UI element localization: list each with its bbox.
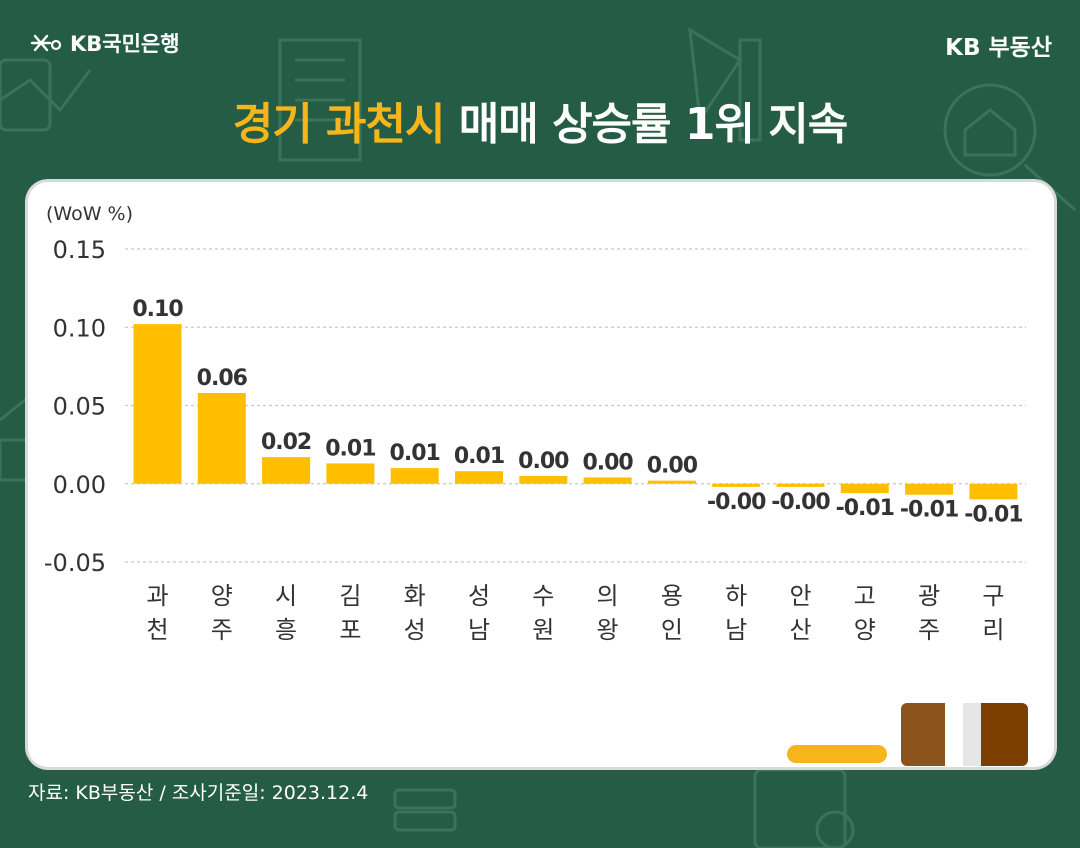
category-label: 천: [146, 616, 168, 644]
kb-realestate-logo: KB 부동산: [945, 35, 1052, 61]
bar-chart: (WoW %)0.150.100.050.00-0.050.10과천0.06양주…: [44, 203, 1026, 644]
category-label: 안: [789, 582, 811, 610]
category-label: 인: [661, 616, 683, 644]
data-label: 0.00: [647, 454, 698, 479]
chart-card: (WoW %) 0.15 0.10 0.05 0.00 -0.05 0.10 과 천 0.06 양 주…: [28, 182, 1054, 767]
bar: [583, 477, 632, 484]
y-tick-label: -0.05: [44, 549, 106, 577]
kb-star-icon: [30, 34, 62, 52]
category-label: 광: [918, 582, 940, 610]
bar: [455, 471, 503, 484]
category-label: 산: [789, 616, 811, 644]
bar: [197, 392, 246, 484]
bar: [776, 483, 825, 487]
y-tick-label: 0.05: [53, 393, 106, 421]
bar: [969, 483, 1018, 500]
category-label: 양: [854, 616, 876, 644]
kb-bank-logo: KB국민은행: [28, 28, 180, 58]
decorative-book: [901, 703, 945, 766]
category-label: 김: [339, 582, 361, 610]
bank-logo-text: KB국민은행: [70, 32, 180, 56]
category-label: 성: [404, 616, 426, 644]
title-highlight: 경기 과천시: [232, 99, 446, 150]
bar: [262, 457, 311, 484]
category-label: 주: [918, 616, 940, 644]
y-tick-label: 0.15: [53, 236, 106, 264]
category-label: 남: [468, 616, 490, 644]
decorative-book-pages: [963, 703, 981, 766]
bar: [133, 324, 182, 484]
y-tick-label: 0.00: [53, 471, 106, 499]
title-rest: 매매 상승률 1위 지속: [444, 99, 848, 150]
category-label: 의: [597, 582, 619, 610]
category-label: 수: [532, 582, 554, 610]
data-label: -0.01: [900, 498, 958, 523]
bar: [519, 475, 568, 484]
data-label: 0.00: [518, 449, 569, 474]
category-label: 양: [211, 582, 233, 610]
category-label: 하: [725, 582, 747, 610]
category-label: 왕: [597, 616, 619, 644]
bar: [390, 468, 439, 484]
data-label: -0.00: [707, 490, 766, 515]
category-label: 화: [404, 582, 426, 610]
bar: [712, 483, 761, 487]
data-label: 0.02: [261, 430, 311, 455]
data-label: -0.01: [836, 496, 894, 521]
category-label: 주: [211, 616, 233, 644]
data-label: 0.06: [197, 366, 248, 391]
bar: [840, 483, 889, 494]
bar: [326, 463, 375, 484]
data-label: 0.01: [454, 444, 504, 469]
data-label: -0.01: [964, 502, 1022, 527]
y-unit-label: (WoW %): [46, 203, 133, 225]
bar: [905, 483, 954, 495]
category-label: 시: [275, 582, 297, 610]
category-label: 과: [146, 582, 168, 610]
page-title: 경기 과천시 매매 상승률 1위 지속: [0, 88, 1080, 152]
data-label: -0.00: [771, 490, 830, 515]
category-label: 포: [339, 616, 361, 644]
category-label: 성: [468, 582, 490, 610]
y-tick-label: 0.10: [53, 314, 106, 342]
data-label: 0.00: [582, 450, 633, 475]
data-label: 0.01: [325, 436, 375, 461]
category-label: 리: [982, 616, 1004, 644]
decorative-book: [981, 703, 1028, 766]
category-label: 남: [725, 616, 747, 644]
decorative-pill: [787, 745, 887, 763]
category-label: 구: [982, 582, 1004, 610]
data-label: 0.01: [390, 441, 440, 466]
bar: [647, 480, 696, 484]
category-label: 원: [532, 616, 554, 644]
category-label: 고: [854, 582, 876, 610]
data-label: 0.10: [132, 297, 183, 322]
source-note: 자료: KB부동산 / 조사기준일: 2023.12.4: [28, 782, 369, 804]
category-label: 흥: [275, 616, 297, 644]
category-label: 용: [661, 582, 683, 610]
